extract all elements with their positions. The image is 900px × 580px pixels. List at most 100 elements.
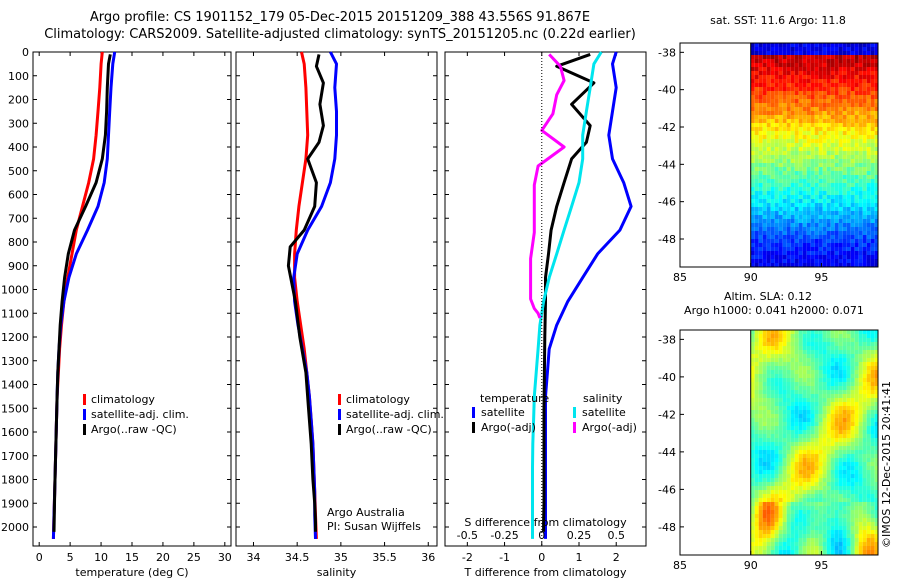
sst_map-cell	[850, 59, 855, 63]
sla_map-cell	[854, 462, 859, 466]
sla_map-cell	[802, 390, 807, 394]
sla_map-cell	[874, 430, 878, 434]
sla_map-cell	[850, 342, 855, 346]
sla_map-cell	[762, 526, 767, 530]
sla_map-cell	[794, 398, 799, 402]
sst_map-cell	[798, 195, 803, 199]
sst_map-cell	[778, 63, 783, 67]
sst_map-cell	[846, 179, 851, 183]
sla_map-cell	[834, 338, 839, 342]
sla_map-cell	[794, 370, 799, 374]
sla_map-cell	[770, 466, 775, 470]
sla_map-cell	[826, 418, 831, 422]
sst_map-cell	[778, 179, 783, 183]
sla_map-cell	[806, 478, 811, 482]
sst_map-cell	[786, 171, 791, 175]
sst_map-cell	[802, 155, 807, 159]
sst_map-cell	[798, 115, 803, 119]
sst_map-cell	[770, 251, 775, 255]
sla_map-cell	[794, 418, 799, 422]
sst_map-cell	[866, 87, 871, 91]
sla_map-cell	[782, 426, 787, 430]
sst_map-cell	[790, 255, 795, 259]
sst_map-cell	[830, 243, 835, 247]
sla_map-cell	[774, 414, 779, 418]
sst_map-cell	[870, 243, 875, 247]
sla_map-cell	[794, 474, 799, 478]
sla_map-cell	[818, 458, 823, 462]
sst_map-cell	[794, 75, 799, 79]
sst_map-cell	[802, 171, 807, 175]
sst_map-cell	[854, 87, 859, 91]
sst_map-cell	[774, 199, 779, 203]
sla_map-cell	[858, 386, 863, 390]
sst_map-cell	[802, 183, 807, 187]
sst_map-cell	[782, 67, 787, 71]
sst_map-cell	[798, 239, 803, 243]
sla_map-cell	[802, 382, 807, 386]
sla_map-cell	[794, 442, 799, 446]
depth-tick-label: 1900	[1, 497, 29, 510]
sst_map-cell	[758, 151, 763, 155]
sla_map-cell	[814, 494, 819, 498]
sla_map-cell	[798, 330, 803, 334]
sla_map-cell	[846, 462, 851, 466]
sla_map-cell	[794, 478, 799, 482]
sla_map-cell	[782, 362, 787, 366]
sst_map-cell	[814, 107, 819, 111]
sst_map-cell	[798, 263, 803, 267]
sst_map-cell	[770, 147, 775, 151]
sst_map-cell	[786, 239, 791, 243]
sla_map-cell	[766, 434, 771, 438]
sst_map-cell	[794, 259, 799, 263]
sst_map-cell	[810, 71, 815, 75]
sst_map-cell	[830, 179, 835, 183]
sst_map-cell	[818, 171, 823, 175]
sst_map-cell	[814, 95, 819, 99]
sla_map-cell	[770, 542, 775, 546]
sst_map-cell	[798, 75, 803, 79]
sla_map-cell	[790, 346, 795, 350]
sla_map-cell	[770, 390, 775, 394]
sla_map-cell	[762, 482, 767, 486]
sst_map-cell	[754, 119, 759, 123]
sst_map-cell	[790, 179, 795, 183]
sst_map-cell	[762, 123, 767, 127]
sla_map-cell	[838, 354, 843, 358]
sst_map-cell	[814, 59, 819, 63]
salinity-series-line	[286, 54, 325, 532]
sst_map-cell	[810, 163, 815, 167]
sst_map-cell	[810, 115, 815, 119]
sst_map-cell	[798, 167, 803, 171]
sst_map-cell	[862, 111, 867, 115]
sla_map-cell	[750, 526, 755, 530]
sla_map-cell	[766, 526, 771, 530]
sst_map-cell	[858, 123, 863, 127]
sla_map-cell	[834, 442, 839, 446]
sla_map-cell	[758, 482, 763, 486]
sst_map-cell	[850, 155, 855, 159]
sla_map-cell	[766, 478, 771, 482]
sst_map-cell	[766, 239, 771, 243]
sla_map-cell	[862, 498, 867, 502]
sla_map-cell	[774, 402, 779, 406]
sla_map-cell	[806, 422, 811, 426]
sst_map-cell	[778, 83, 783, 87]
sst_map-cell	[770, 111, 775, 115]
sla_map-cell	[858, 450, 863, 454]
sla_map-cell	[790, 418, 795, 422]
sst_map-cell	[826, 227, 831, 231]
sla_map-cell	[814, 466, 819, 470]
sla_map-cell	[826, 498, 831, 502]
sst_map-cell	[846, 215, 851, 219]
sst_map-cell	[842, 251, 847, 255]
sla_map-cell	[798, 382, 803, 386]
sst_map-cell	[778, 131, 783, 135]
sla_map-cell	[822, 482, 827, 486]
sst_map-cell	[810, 247, 815, 251]
sst_map-cell	[806, 211, 811, 215]
sla_map-cell	[766, 374, 771, 378]
sst_map-cell	[854, 171, 859, 175]
sst_map-cell	[866, 91, 871, 95]
sst_map-cell	[750, 143, 755, 147]
